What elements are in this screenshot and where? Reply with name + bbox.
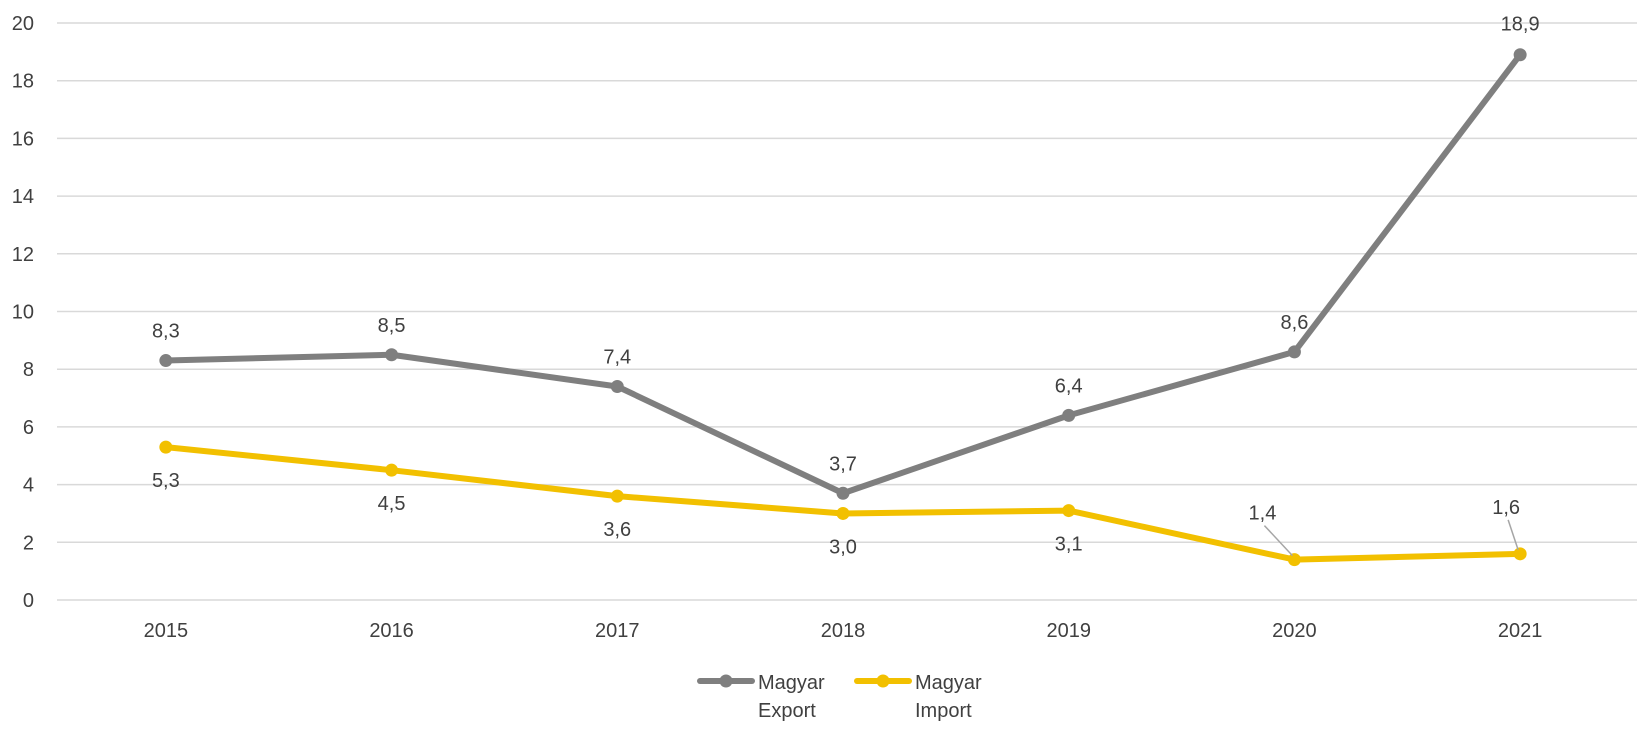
x-tick-label: 2020 — [1272, 620, 1317, 642]
data-label-magyar-import: 3,6 — [603, 519, 631, 541]
legend-marker-magyar-export — [719, 674, 733, 688]
legend-marker-magyar-import — [876, 674, 890, 688]
legend-label-magyar-import: Magyar — [915, 672, 982, 694]
data-point-magyar-export — [159, 354, 173, 368]
data-label-magyar-import: 1,4 — [1249, 503, 1277, 525]
y-tick-label: 4 — [23, 475, 34, 497]
data-point-magyar-import — [836, 506, 850, 520]
leader-line — [1263, 525, 1293, 557]
data-point-magyar-export — [1513, 48, 1527, 62]
y-tick-label: 0 — [23, 590, 34, 612]
data-label-magyar-import: 1,6 — [1492, 497, 1520, 519]
x-tick-label: 2021 — [1498, 620, 1543, 642]
data-point-magyar-import — [385, 463, 399, 477]
x-tick-label: 2015 — [144, 620, 189, 642]
data-label-magyar-export: 18,9 — [1501, 14, 1540, 36]
data-point-magyar-export — [1287, 345, 1301, 359]
data-label-magyar-export: 8,5 — [378, 315, 406, 337]
legend-item-magyar-export: Magyar Export — [697, 672, 825, 722]
y-tick-label: 6 — [23, 417, 34, 439]
legend-label-magyar-export: Export — [758, 700, 816, 722]
data-label-magyar-export: 3,7 — [829, 453, 857, 475]
data-point-magyar-export — [385, 348, 399, 362]
legend-item-magyar-import: Magyar Import — [854, 672, 982, 722]
x-tick-label: 2016 — [369, 620, 414, 642]
data-label-magyar-import: 4,5 — [378, 493, 406, 515]
y-tick-label: 20 — [12, 13, 34, 35]
y-tick-label: 8 — [23, 359, 34, 381]
data-point-magyar-import — [1062, 504, 1076, 518]
leader-line — [1507, 519, 1519, 551]
x-axis: 2015 2016 2017 2018 2019 2020 2021 — [144, 620, 1543, 642]
data-label-magyar-import: 3,1 — [1055, 534, 1083, 556]
data-label-magyar-import: 3,0 — [829, 536, 857, 558]
legend: Magyar Export Magyar Import — [697, 672, 982, 722]
y-tick-label: 16 — [12, 128, 34, 150]
y-tick-label: 2 — [23, 532, 34, 554]
x-tick-label: 2017 — [595, 620, 640, 642]
y-tick-label: 14 — [12, 186, 34, 208]
series-magyar-import: 5,3 4,5 3,6 3,0 3,1 1,4 1,6 — [152, 440, 1527, 567]
data-point-magyar-import — [610, 489, 624, 503]
data-point-magyar-export — [836, 486, 850, 500]
y-tick-label: 18 — [12, 71, 34, 93]
y-tick-label: 12 — [12, 244, 34, 266]
x-tick-label: 2018 — [821, 620, 866, 642]
series-layer: 8,3 8,5 7,4 3,7 6,4 8,6 18,9 5,3 4,5 3,6 3,0 3,1 1,4… — [152, 14, 1540, 567]
x-tick-label: 2019 — [1046, 620, 1091, 642]
series-magyar-export: 8,3 8,5 7,4 3,7 6,4 8,6 18,9 — [152, 14, 1540, 500]
y-tick-label: 10 — [12, 302, 34, 324]
data-label-magyar-export: 8,3 — [152, 321, 180, 343]
data-point-magyar-export — [1062, 408, 1076, 422]
legend-label-magyar-import: Import — [915, 700, 972, 722]
data-point-magyar-import — [159, 440, 173, 454]
data-label-magyar-import: 5,3 — [152, 470, 180, 492]
y-axis: 0 2 4 6 8 10 12 14 16 18 20 — [12, 13, 34, 612]
data-point-magyar-import — [1287, 553, 1301, 567]
legend-label-magyar-export: Magyar — [758, 672, 825, 694]
data-label-magyar-export: 8,6 — [1281, 312, 1309, 334]
data-label-magyar-export: 6,4 — [1055, 375, 1083, 397]
data-point-magyar-import — [1513, 547, 1527, 561]
gridlines — [57, 22, 1637, 601]
data-point-magyar-export — [610, 380, 624, 394]
data-label-magyar-export: 7,4 — [603, 347, 631, 369]
